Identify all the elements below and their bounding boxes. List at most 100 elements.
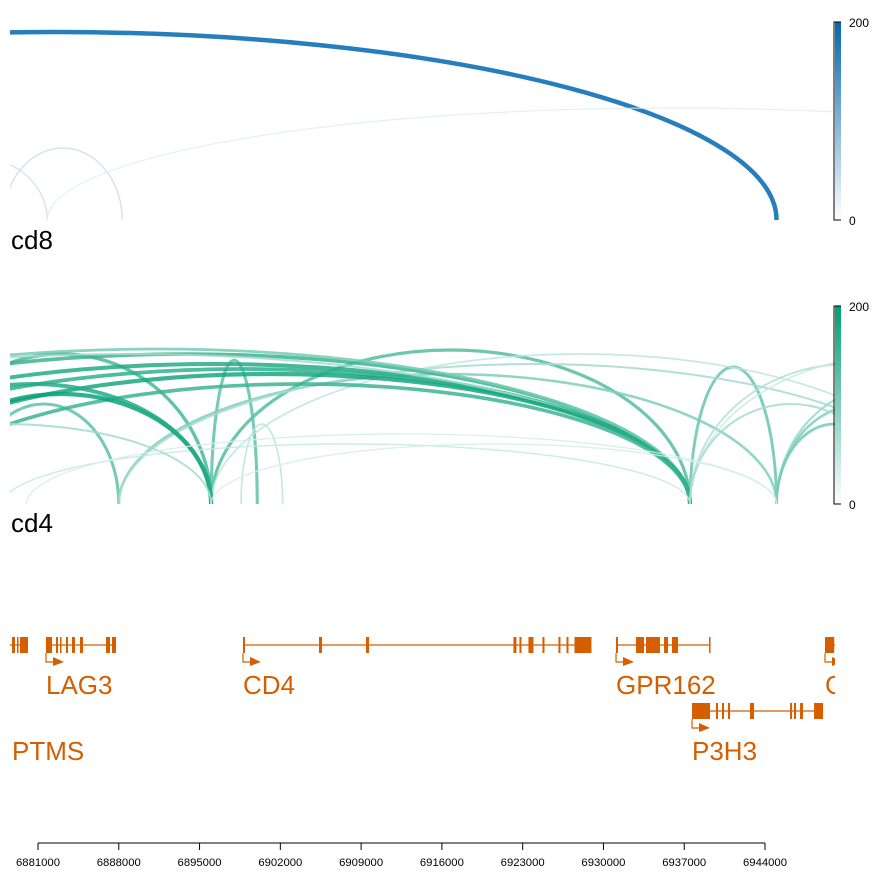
track-cd4: cd4 200 0 — [10, 300, 869, 538]
arc-cd8-2 — [10, 147, 123, 221]
arrowhead-icon — [623, 657, 635, 666]
arrowhead-icon — [250, 657, 262, 666]
arc-cd4-20 — [689, 364, 835, 505]
exon — [56, 637, 58, 653]
tick-label: 6909000 — [339, 857, 383, 869]
colorbar-cd4 — [835, 306, 841, 504]
strand-arrow-icon — [824, 653, 834, 663]
color-legend-cd4: 200 0 — [833, 300, 869, 512]
gene-PTMS: PTMS — [10, 637, 84, 766]
gene-track: PTMS LAG3 CD4 GPR162 P3H3 GNB3 — [10, 637, 877, 766]
legend-max-cd4: 200 — [849, 300, 869, 314]
tick-label: 6902000 — [258, 857, 302, 869]
gene-label: GPR162 — [616, 670, 716, 700]
exon — [60, 637, 62, 653]
arcs-cd8 — [10, 29, 835, 221]
colorbar-frame-cd4 — [833, 305, 841, 505]
exon — [728, 703, 731, 719]
track-label-cd4: cd4 — [11, 508, 53, 538]
arc-cd4-21 — [689, 361, 835, 505]
exon — [513, 637, 517, 653]
gene-P3H3: P3H3 — [691, 703, 824, 766]
exon — [749, 703, 755, 719]
arrowhead-icon — [699, 723, 711, 732]
exon — [814, 703, 824, 719]
legend-min-cd8: 0 — [849, 214, 856, 228]
exon — [65, 637, 69, 653]
exon — [519, 637, 522, 653]
gene-label: GNB3 — [825, 670, 877, 700]
arc-cd4-24 — [775, 422, 835, 505]
gene-LAG3: LAG3 — [45, 637, 117, 700]
exon — [635, 637, 645, 653]
arcs-cd4 — [10, 347, 835, 505]
tick-label: 6895000 — [178, 857, 222, 869]
arc-cd4-16 — [10, 443, 691, 505]
exon — [558, 637, 561, 653]
gene-label: P3H3 — [692, 736, 757, 766]
arc-cd4-19 — [10, 423, 213, 505]
arc-cd4-18 — [10, 382, 214, 505]
exon — [318, 637, 322, 653]
exon — [800, 703, 804, 719]
colorbar-frame-cd8 — [833, 21, 841, 221]
arc-cd4-12 — [10, 347, 692, 505]
x-axis: 6881000 6888000 6895000 6902000 6909000 69160… — [16, 842, 787, 869]
arc-cd4-23 — [775, 399, 835, 505]
gene-GNB3: GNB3 — [824, 637, 877, 700]
exon — [45, 637, 52, 653]
exon — [19, 637, 28, 653]
exon — [790, 703, 793, 719]
tick-label: 6944000 — [743, 857, 787, 869]
tick-label: 6888000 — [97, 857, 141, 869]
exon — [528, 637, 534, 653]
exon — [671, 637, 678, 653]
arc-cd4-1 — [209, 358, 259, 505]
arc-cd8-3 — [46, 107, 835, 221]
strand-arrow-icon — [45, 653, 54, 663]
exon — [80, 637, 84, 653]
exon — [112, 637, 117, 653]
gene-label: CD4 — [243, 670, 295, 700]
exon — [542, 637, 545, 653]
color-legend-cd8: 200 0 — [833, 16, 869, 228]
arc-cd4-0 — [209, 348, 692, 505]
tick-label: 6916000 — [420, 857, 464, 869]
track-cd8: cd8 200 0 — [10, 16, 869, 255]
exon — [366, 637, 370, 653]
exon — [71, 637, 75, 653]
tick-label: 6930000 — [581, 857, 625, 869]
tick-label: 6881000 — [16, 857, 60, 869]
strand-arrow-icon — [691, 719, 701, 729]
arrowhead-icon — [832, 657, 835, 666]
strand-arrow-icon — [615, 653, 625, 663]
gene-label: PTMS — [12, 736, 84, 766]
gene-CD4: CD4 — [242, 637, 592, 700]
arc-cd8-1 — [10, 164, 48, 221]
gene-label: LAG3 — [46, 670, 113, 700]
arc-cd4-27 — [210, 443, 778, 505]
exon — [646, 637, 660, 653]
arc-cd4-8 — [210, 353, 835, 505]
arc-cd8-0 — [10, 29, 779, 221]
gene-GPR162: GPR162 — [615, 637, 716, 700]
track-label-cd8: cd8 — [11, 225, 53, 255]
exon — [106, 637, 111, 653]
exon — [574, 637, 592, 653]
exon — [566, 637, 569, 653]
exon — [664, 637, 669, 653]
arc-cd4-14 — [10, 372, 693, 505]
arc-cd4-3 — [240, 423, 284, 505]
arc-cd4-25 — [688, 402, 835, 505]
exon — [709, 637, 711, 653]
exon — [616, 637, 618, 653]
arrowhead-icon — [52, 657, 64, 666]
arc-cd4-15 — [10, 382, 692, 505]
exon — [825, 637, 835, 653]
exon — [722, 703, 725, 719]
legend-min-cd4: 0 — [849, 498, 856, 512]
exon — [794, 703, 797, 719]
arc-cd4-22 — [775, 408, 835, 505]
legend-max-cd8: 200 — [849, 16, 869, 30]
